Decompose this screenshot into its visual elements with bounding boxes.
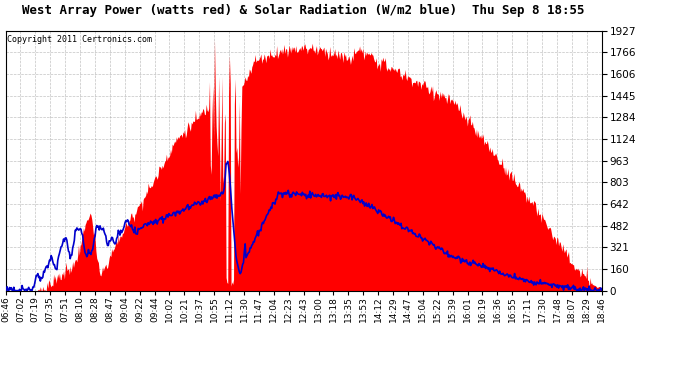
Text: West Array Power (watts red) & Solar Radiation (W/m2 blue)  Thu Sep 8 18:55: West Array Power (watts red) & Solar Rad… — [22, 4, 585, 17]
Text: Copyright 2011 Certronics.com: Copyright 2011 Certronics.com — [7, 34, 152, 44]
